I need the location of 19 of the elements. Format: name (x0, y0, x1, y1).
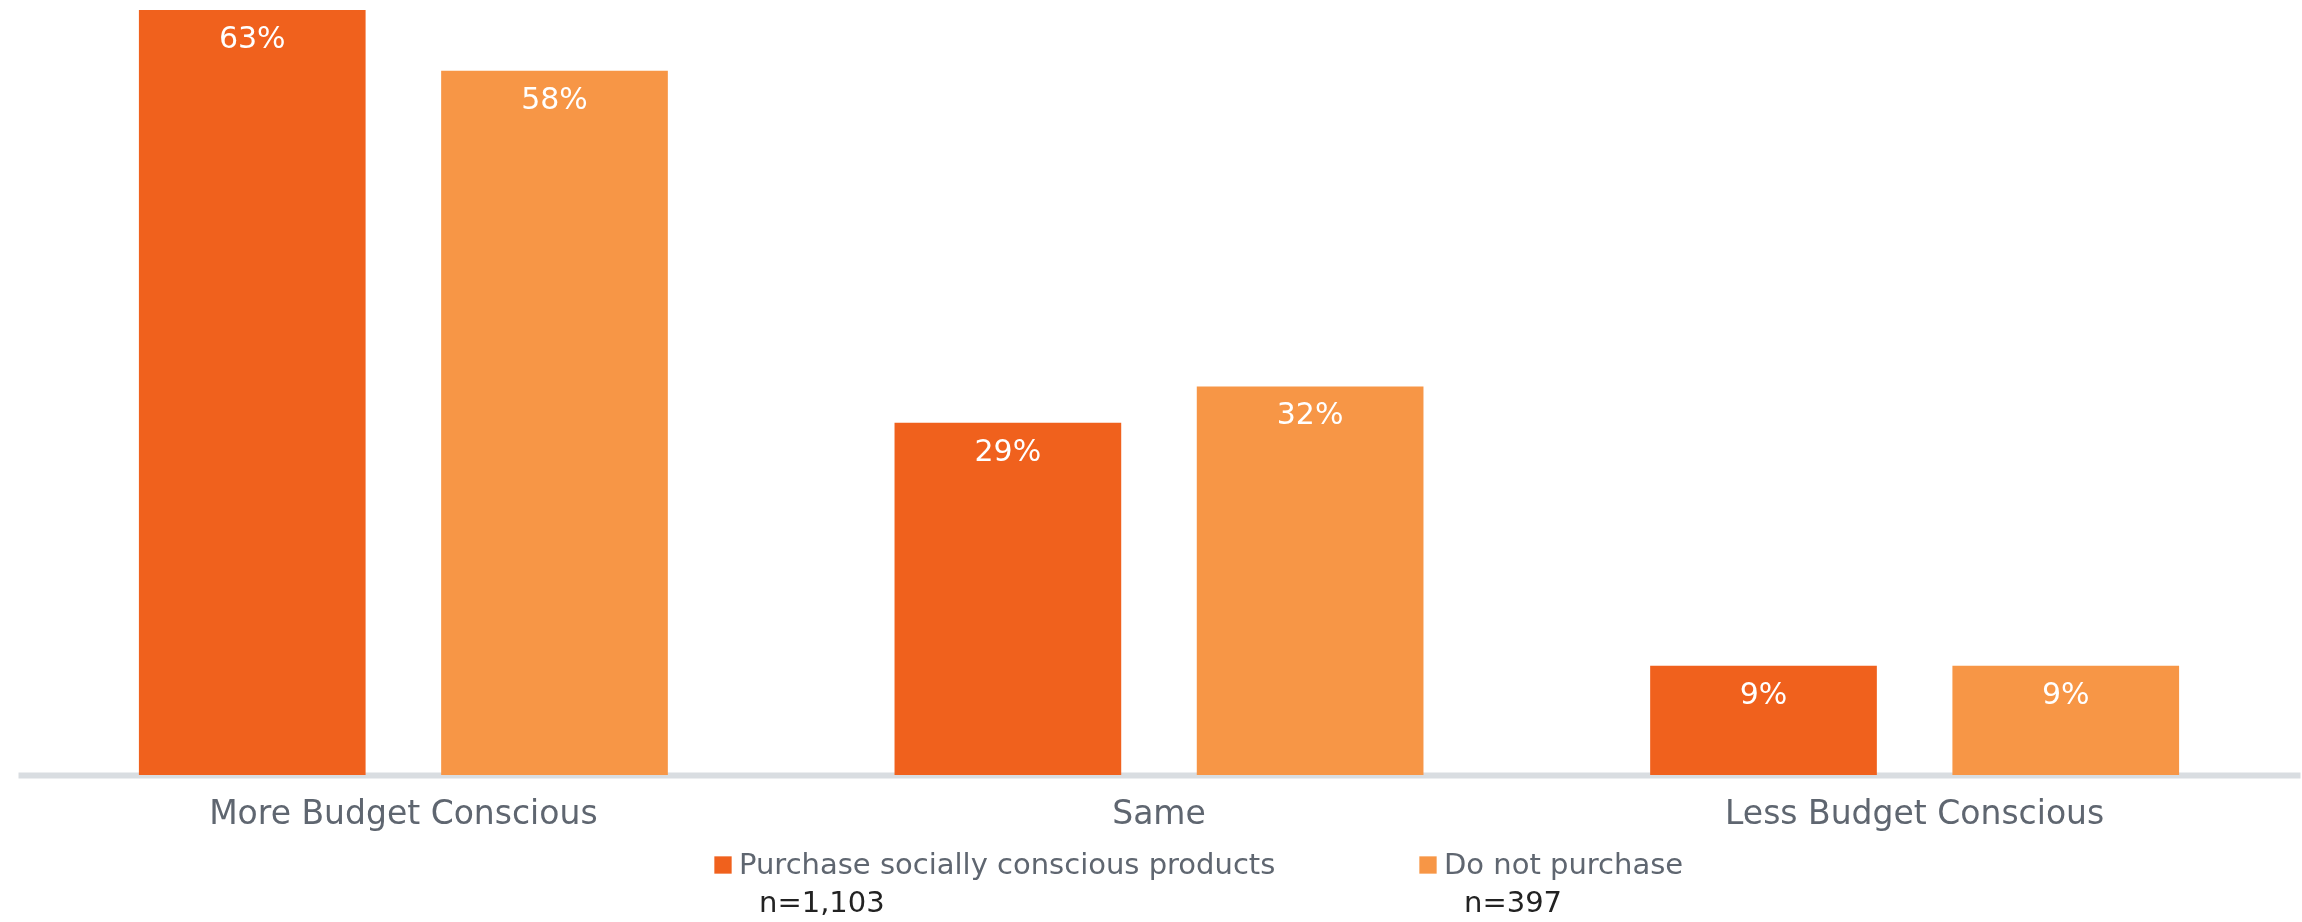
x-tick-label: Same (1112, 792, 1206, 832)
x-tick-label: More Budget Conscious (209, 792, 598, 832)
data-label: 29% (974, 432, 1042, 468)
data-label: 63% (218, 20, 286, 55)
data-label: 32% (1276, 396, 1344, 432)
bar (138, 10, 366, 775)
bar (1650, 665, 1877, 775)
legend-label: Purchase socially conscious products (739, 847, 1276, 881)
text: n=397 (1464, 885, 1563, 919)
data-label: 9% (2041, 675, 2090, 711)
bar (1952, 665, 2180, 775)
legend-label: Do not purchase (1444, 847, 1684, 881)
data-label: 9% (1739, 675, 1788, 711)
bar (441, 70, 668, 775)
data-label: 58% (521, 80, 588, 116)
text: n=1,103 (759, 885, 885, 919)
bar (894, 422, 1122, 775)
x-tick-label: Less Budget Conscious (1725, 792, 2105, 832)
bar (1196, 386, 1424, 775)
